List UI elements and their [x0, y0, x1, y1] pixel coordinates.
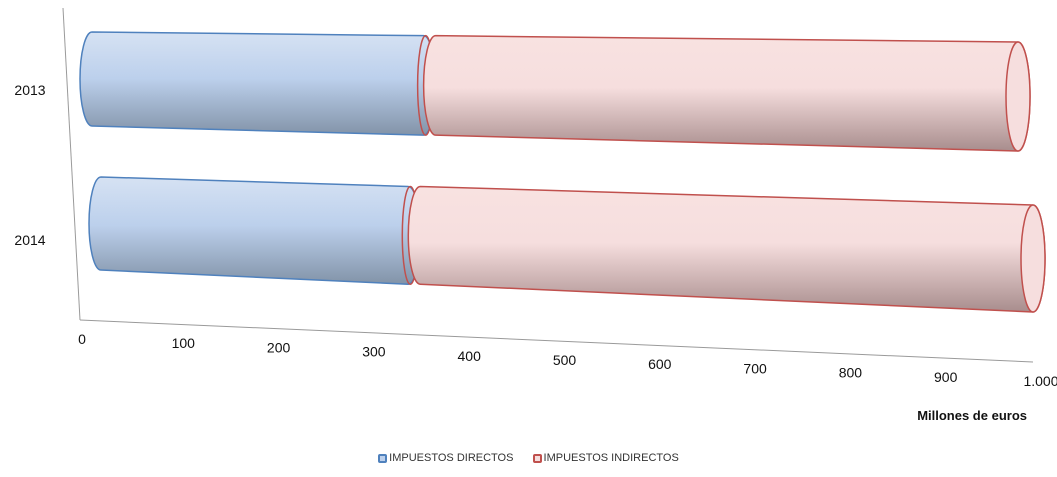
x-tick-label: 500: [553, 352, 577, 368]
bar-indirectos-2014: [407, 185, 1046, 313]
x-tick-label: 600: [648, 356, 672, 372]
legend-swatch-directos: [378, 453, 388, 463]
x-tick-label: 400: [458, 348, 482, 364]
x-tick-label: 800: [839, 365, 863, 381]
x-tick-label: 1.000: [1023, 373, 1057, 389]
bars: [79, 31, 1046, 313]
y-category-label: 2013: [14, 82, 45, 98]
x-tick-label: 700: [743, 360, 767, 376]
bar-indirectos-2013: [422, 34, 1031, 152]
x-tick-label: 0: [78, 331, 86, 347]
x-tick-label: 200: [267, 339, 291, 355]
x-tick-label: 300: [362, 344, 386, 360]
x-axis-label: Millones de euros: [917, 408, 1027, 423]
legend-item-indirectos: IMPUESTOS INDIRECTOS: [532, 452, 679, 464]
y-category-label: 2014: [14, 232, 45, 248]
bar-directos-2013: [79, 31, 437, 136]
x-axis-line: [79, 319, 1034, 363]
x-tick-label: 900: [934, 369, 958, 385]
bar-end-cap: [1020, 204, 1046, 313]
tick-labels: 0 100 200 300 400 500 600 700 800 900 1.000: [78, 331, 1057, 389]
legend: IMPUESTOS DIRECTOS IMPUESTOS INDIRECTOS: [0, 452, 1057, 466]
legend-item-directos: IMPUESTOS DIRECTOS: [378, 452, 513, 464]
legend-label-indirectos: IMPUESTOS INDIRECTOS: [543, 452, 679, 464]
y-axis-line: [62, 7, 81, 321]
bar-directos-2014: [88, 176, 421, 285]
axes: [62, 7, 1034, 363]
bar-end-cap: [1005, 41, 1031, 152]
legend-swatch-indirectos: [532, 453, 542, 463]
legend-label-directos: IMPUESTOS DIRECTOS: [389, 452, 514, 464]
category-labels: 2013 2014: [14, 82, 45, 248]
x-tick-label: 100: [172, 335, 196, 351]
